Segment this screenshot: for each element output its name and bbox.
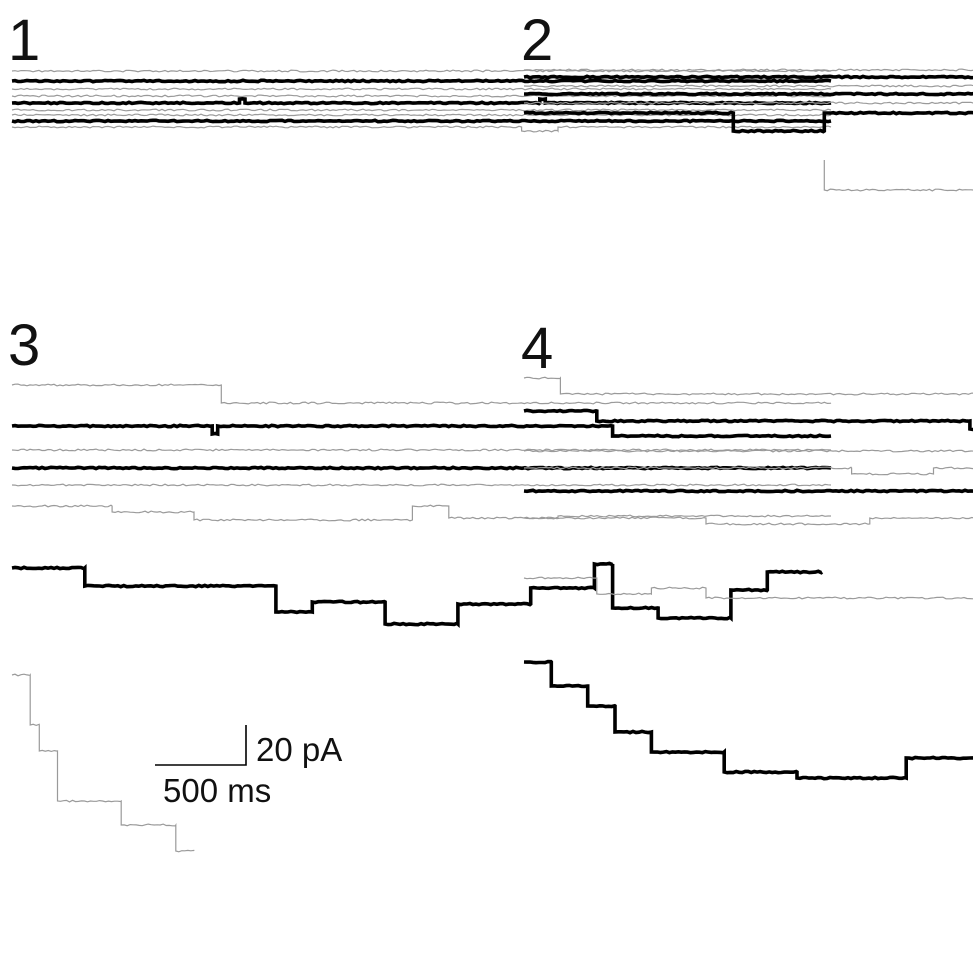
panel-4-trace-6	[523, 516, 973, 526]
panel-1-trace-1	[11, 69, 832, 73]
panel-4-trace-7	[523, 576, 973, 600]
panel-1-trace-6	[11, 108, 832, 112]
panel-1-trace-8	[11, 118, 832, 124]
panel-4-trace-2	[523, 408, 973, 432]
panel-1-trace-3	[11, 87, 832, 91]
panel-4-trace-3	[523, 449, 973, 453]
panel-1-trace-9	[11, 125, 832, 133]
panel-3-trace-7	[11, 561, 824, 628]
panel-2-trace-3	[523, 84, 973, 88]
panel-1-trace-2	[11, 78, 832, 84]
panel-3-trace-5	[11, 483, 832, 487]
panel-2-trace-6	[523, 110, 973, 134]
panel-3-trace-6	[11, 504, 831, 522]
scale-bar: 20 pA 500 ms	[155, 725, 342, 809]
panel-3-trace-8	[11, 673, 195, 853]
panel-label-2: 2	[521, 8, 553, 73]
panel-4-trace-1	[523, 376, 973, 396]
panel-2-trace-1	[523, 68, 973, 72]
panel-4-trace-4	[523, 466, 973, 476]
panel-2-trace-4	[523, 91, 973, 97]
panel-1-trace-7	[11, 113, 832, 117]
traces-layer	[11, 68, 973, 853]
panel-4-trace-8	[523, 659, 973, 781]
scale-time-label: 500 ms	[163, 772, 271, 809]
scale-bar-line	[155, 725, 247, 766]
panel-2-trace-7	[823, 160, 973, 192]
scale-current-label: 20 pA	[256, 731, 342, 768]
panel-2-trace-2	[523, 74, 973, 80]
panel-2-trace-5	[523, 101, 973, 105]
panel-label-4: 4	[521, 316, 553, 381]
panel-4-trace-5	[523, 488, 973, 494]
panel-label-1: 1	[8, 8, 40, 73]
panel-3-trace-2	[11, 423, 832, 439]
panel-3-trace-1	[11, 383, 832, 405]
panel-label-3: 3	[8, 313, 40, 378]
